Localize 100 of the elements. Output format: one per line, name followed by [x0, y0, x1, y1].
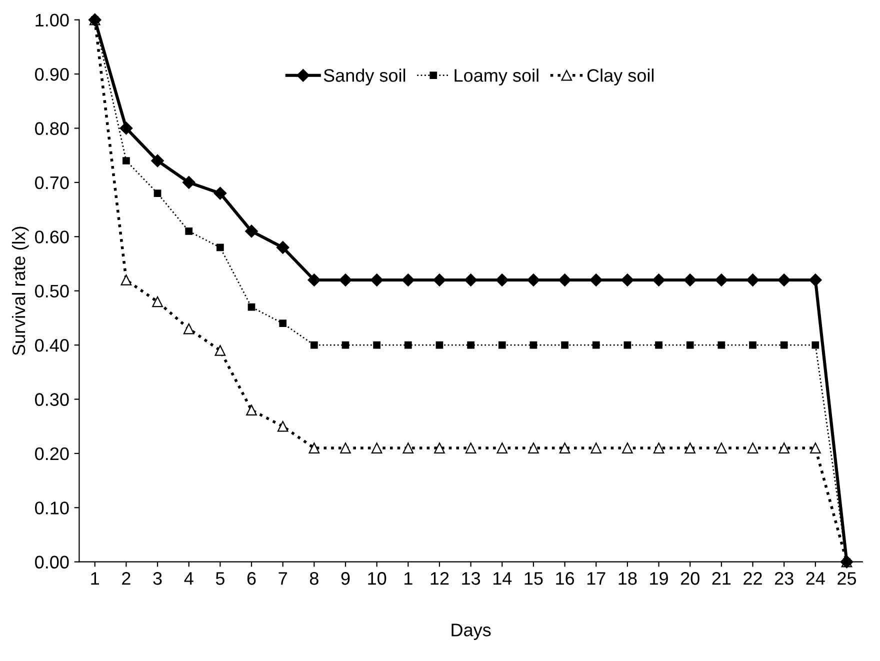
point: [182, 176, 196, 189]
y-tick-label: 0.60: [35, 230, 69, 244]
point: [530, 341, 538, 349]
point: [684, 274, 697, 286]
point: [185, 228, 193, 235]
point: [655, 341, 662, 349]
y-tick-label: 0.70: [35, 176, 69, 190]
x-tick-label: 19: [650, 572, 668, 585]
x-tick-label: 22: [744, 572, 762, 585]
point: [370, 274, 384, 286]
point: [559, 442, 570, 454]
point: [778, 274, 791, 286]
x-tick-label: 20: [680, 572, 700, 585]
x-tick-label: 7: [278, 572, 287, 585]
y-tick-label: 0.10: [35, 502, 69, 514]
point: [716, 442, 727, 454]
point: [464, 274, 478, 286]
point: [433, 274, 446, 286]
y-tick-label: 0.20: [35, 447, 69, 460]
point: [558, 274, 572, 286]
point: [686, 341, 694, 349]
y-tick-label: 0.30: [35, 393, 69, 406]
point: [371, 442, 382, 454]
point: [620, 274, 634, 286]
point: [245, 224, 258, 238]
x-tick-label: 14: [493, 572, 512, 585]
point: [402, 274, 415, 286]
point: [590, 274, 603, 286]
point: [308, 274, 321, 286]
point: [339, 274, 352, 286]
x-tick-label: 4: [184, 572, 194, 585]
point: [810, 442, 821, 454]
point: [214, 345, 226, 356]
point: [527, 274, 540, 286]
point: [373, 341, 380, 349]
point: [718, 341, 726, 349]
y-tick-label: 0.00: [35, 556, 69, 569]
point: [808, 274, 822, 286]
point: [780, 341, 788, 349]
point: [404, 341, 412, 349]
point: [122, 157, 130, 164]
point: [436, 341, 444, 349]
point: [214, 186, 227, 200]
point: [152, 296, 163, 308]
point: [276, 241, 290, 254]
point: [120, 274, 132, 286]
point: [246, 404, 257, 416]
point: [714, 274, 728, 286]
point: [498, 341, 506, 349]
point: [778, 442, 790, 454]
y-tick-label: 0.90: [35, 68, 69, 81]
x-tick-label: 23: [774, 572, 794, 585]
point: [812, 341, 820, 349]
x-axis-title: Days: [452, 624, 491, 640]
point: [308, 442, 320, 454]
x-tick-label: 9: [341, 572, 350, 585]
x-tick-label: 1: [404, 572, 412, 585]
point: [183, 323, 194, 334]
point: [467, 341, 474, 349]
point: [120, 122, 133, 135]
y-tick-label: 0.50: [35, 284, 69, 298]
x-tick-label: 12: [430, 572, 449, 585]
point: [622, 442, 633, 454]
point: [561, 341, 568, 349]
point: [624, 341, 632, 349]
point: [248, 303, 256, 311]
point: [310, 341, 318, 349]
point: [684, 442, 696, 454]
x-tick-label: 8: [310, 572, 318, 585]
point: [342, 341, 350, 349]
point: [340, 442, 351, 454]
x-tick-label: 1: [91, 572, 100, 585]
point: [592, 341, 600, 349]
point: [528, 442, 539, 454]
point: [465, 442, 476, 454]
point: [277, 420, 288, 432]
point: [402, 442, 414, 454]
x-tick-label: 25: [838, 572, 856, 585]
legend-label: Clay soil: [587, 68, 654, 86]
point: [496, 274, 509, 286]
point: [216, 244, 224, 252]
y-tick-label: 0.40: [35, 338, 69, 352]
x-tick-label: 15: [524, 572, 543, 585]
point: [746, 274, 760, 286]
x-tick-label: 10: [368, 572, 386, 585]
point: [652, 274, 666, 286]
x-tick-label: 13: [462, 572, 480, 585]
point: [653, 442, 664, 454]
point: [496, 442, 508, 454]
point: [590, 442, 602, 454]
x-tick-label: 3: [153, 572, 162, 585]
y-tick-label: 1.00: [36, 14, 69, 27]
legend-label: Sandy soil: [324, 68, 406, 86]
y-tick-label: 0.80: [35, 122, 69, 135]
x-tick-label: 21: [712, 572, 731, 585]
point: [279, 320, 287, 328]
x-tick-label: 2: [122, 572, 130, 585]
x-tick-label: 16: [556, 572, 574, 585]
x-tick-label: 24: [806, 572, 825, 585]
x-tick-label: 6: [247, 572, 256, 585]
